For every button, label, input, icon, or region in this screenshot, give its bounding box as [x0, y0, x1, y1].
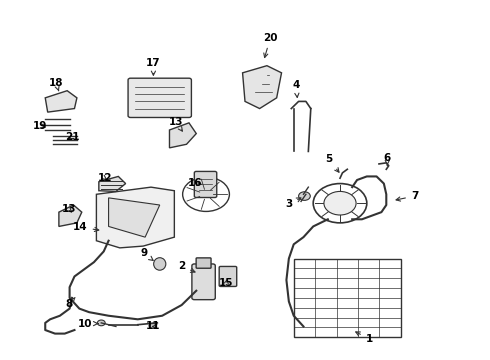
- Text: 20: 20: [263, 33, 278, 58]
- FancyBboxPatch shape: [196, 258, 211, 268]
- Text: 4: 4: [293, 80, 300, 98]
- Text: 14: 14: [73, 222, 99, 232]
- Bar: [294, 258, 401, 337]
- Circle shape: [324, 192, 356, 215]
- Text: 5: 5: [325, 154, 339, 172]
- Text: 19: 19: [33, 121, 48, 131]
- Polygon shape: [97, 187, 174, 248]
- Text: 6: 6: [384, 153, 391, 166]
- Circle shape: [98, 320, 105, 326]
- Text: 9: 9: [140, 248, 153, 260]
- Text: 1: 1: [356, 332, 373, 344]
- Text: 3: 3: [285, 198, 301, 209]
- FancyBboxPatch shape: [195, 171, 217, 198]
- Polygon shape: [59, 205, 82, 226]
- Text: 11: 11: [146, 321, 161, 332]
- Text: 21: 21: [65, 132, 79, 142]
- Polygon shape: [243, 66, 282, 109]
- Polygon shape: [45, 91, 77, 112]
- Text: 8: 8: [65, 298, 75, 309]
- Text: 15: 15: [219, 278, 234, 288]
- FancyBboxPatch shape: [219, 266, 237, 287]
- Text: 13: 13: [169, 117, 183, 131]
- FancyBboxPatch shape: [128, 78, 192, 117]
- Text: 16: 16: [188, 178, 202, 188]
- Text: 7: 7: [396, 191, 418, 201]
- FancyBboxPatch shape: [192, 264, 215, 300]
- Text: 18: 18: [49, 78, 63, 91]
- Text: 12: 12: [98, 173, 112, 183]
- Text: 13: 13: [61, 204, 76, 214]
- Text: 10: 10: [78, 319, 98, 329]
- Polygon shape: [170, 123, 196, 148]
- Polygon shape: [99, 176, 125, 192]
- Polygon shape: [109, 198, 160, 237]
- Circle shape: [149, 323, 156, 328]
- Ellipse shape: [154, 258, 166, 270]
- Text: 2: 2: [178, 261, 195, 273]
- Text: 17: 17: [146, 58, 161, 75]
- Circle shape: [298, 192, 310, 201]
